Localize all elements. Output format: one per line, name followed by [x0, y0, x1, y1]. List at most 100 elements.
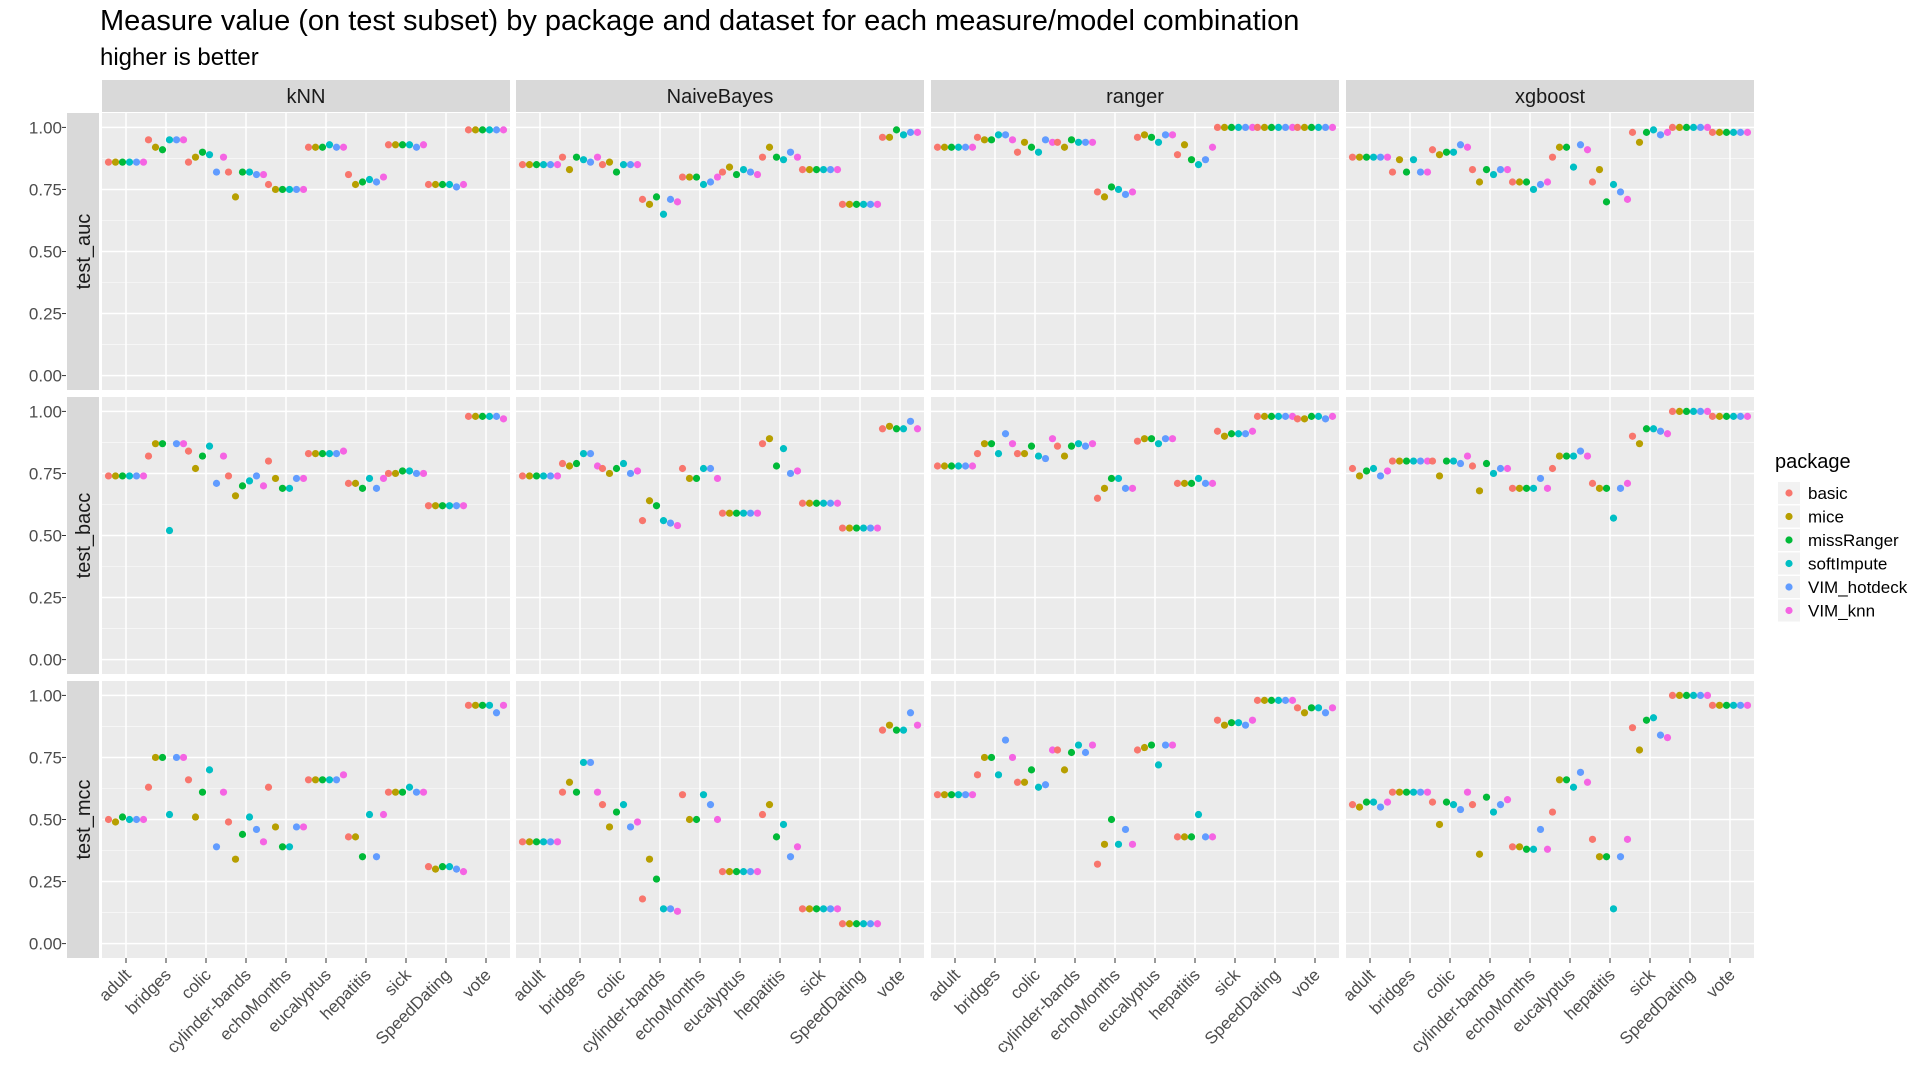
data-point-softimpute: [365, 474, 374, 483]
data-point-softimpute: [539, 161, 548, 169]
data-point-vim-hotdeck: [706, 178, 715, 186]
facet-strip-test-auc: [67, 113, 99, 390]
data-point-missranger: [1067, 442, 1076, 450]
data-point-vim-hotdeck: [1696, 407, 1705, 416]
data-point-missranger: [1602, 853, 1611, 861]
data-point-vim-hotdeck: [332, 776, 341, 784]
data-point-mice: [1675, 691, 1684, 700]
data-point-softimpute: [405, 467, 414, 475]
data-point-missranger: [438, 502, 447, 510]
data-point-mice: [1100, 484, 1109, 492]
data-point-basic: [1348, 801, 1357, 809]
data-point-softimpute: [1689, 691, 1698, 700]
data-point-basic: [1293, 704, 1302, 712]
data-point-missranger: [1307, 412, 1316, 420]
data-point-vim-knn: [633, 818, 642, 826]
data-point-vim-hotdeck: [546, 472, 555, 480]
data-point-softimpute: [1449, 801, 1458, 809]
data-point-vim-hotdeck: [492, 412, 501, 420]
x-tick-label: bridges: [536, 965, 589, 1018]
data-point-missranger: [1107, 815, 1116, 824]
data-point-basic: [424, 180, 433, 189]
data-point-vim-hotdeck: [961, 462, 970, 470]
data-point-softimpute: [245, 168, 254, 176]
data-point-softimpute: [1689, 123, 1698, 132]
data-point-basic: [878, 133, 887, 141]
data-point-missranger: [1442, 148, 1451, 156]
data-point-vim-hotdeck: [1161, 131, 1170, 139]
data-point-mice: [231, 855, 240, 863]
data-point-softimpute: [699, 791, 708, 799]
data-point-vim-hotdeck: [746, 509, 755, 517]
y-tick-label: 0.75: [29, 748, 62, 767]
data-point-vim-knn: [873, 524, 882, 532]
data-point-softimpute: [325, 776, 334, 784]
data-point-missranger: [1267, 412, 1276, 420]
data-point-basic: [1013, 449, 1022, 458]
data-point-softimpute: [245, 813, 254, 821]
data-point-vim-hotdeck: [1161, 435, 1170, 443]
data-point-missranger: [1027, 143, 1036, 151]
data-point-softimpute: [485, 126, 494, 134]
data-point-softimpute: [1729, 701, 1738, 709]
data-point-softimpute: [1569, 163, 1578, 171]
data-point-vim-knn: [1503, 796, 1512, 804]
data-point-softimpute: [485, 412, 494, 420]
data-point-vim-hotdeck: [961, 143, 970, 151]
data-point-missranger: [1402, 457, 1411, 465]
data-point-basic: [1253, 412, 1262, 420]
data-point-vim-knn: [713, 173, 722, 181]
data-point-mice: [311, 776, 320, 784]
panel-test-bacc-naivebayes: [516, 397, 924, 674]
data-point-vim-knn: [1743, 412, 1752, 420]
data-point-basic: [798, 165, 807, 174]
y-tick-label: 0.25: [29, 305, 62, 324]
data-point-softimpute: [779, 156, 788, 164]
facet-label: xgboost: [1515, 86, 1585, 108]
data-point-softimpute: [205, 442, 214, 450]
data-point-softimpute: [1074, 440, 1083, 448]
data-point-basic: [758, 440, 767, 448]
data-point-missranger: [478, 126, 487, 134]
data-point-softimpute: [619, 459, 628, 468]
data-point-vim-knn: [1503, 464, 1512, 473]
x-tick-label: sick: [1210, 965, 1244, 999]
data-point-softimpute: [994, 131, 1003, 139]
data-point-softimpute: [954, 791, 963, 799]
data-point-vim-hotdeck: [1496, 801, 1505, 809]
data-point-softimpute: [125, 815, 134, 824]
data-point-basic: [758, 810, 767, 819]
data-point-mice: [1100, 193, 1109, 201]
data-point-softimpute: [819, 499, 828, 507]
data-point-mice: [605, 823, 614, 831]
data-point-missranger: [1187, 156, 1196, 164]
data-point-missranger: [572, 459, 581, 468]
data-point-vim-knn: [553, 838, 562, 846]
x-tick-label: bridges: [951, 965, 1004, 1018]
data-point-missranger: [318, 776, 327, 784]
data-point-vim-knn: [139, 815, 148, 824]
data-point-mice: [151, 143, 160, 151]
data-point-vim-hotdeck: [1281, 123, 1290, 132]
data-point-vim-knn: [593, 153, 602, 161]
data-point-basic: [1213, 716, 1222, 724]
data-point-missranger: [1362, 467, 1371, 475]
data-point-missranger: [947, 462, 956, 470]
data-point-mice: [1395, 788, 1404, 796]
data-point-basic: [838, 200, 847, 208]
data-point-vim-knn: [1168, 131, 1177, 139]
data-point-basic: [558, 788, 567, 796]
data-point-basic: [1213, 427, 1222, 435]
data-point-missranger: [772, 153, 781, 161]
data-point-missranger: [238, 830, 247, 838]
y-tick-label: 0.00: [29, 367, 62, 386]
data-point-softimpute: [1529, 845, 1538, 853]
data-point-basic: [1628, 724, 1637, 732]
data-point-softimpute: [1234, 719, 1243, 727]
data-point-mice: [431, 502, 440, 510]
data-point-mice: [471, 701, 480, 709]
data-point-basic: [264, 457, 273, 465]
data-point-missranger: [1362, 153, 1371, 161]
data-point-vim-knn: [593, 788, 602, 796]
data-point-mice: [391, 469, 400, 478]
